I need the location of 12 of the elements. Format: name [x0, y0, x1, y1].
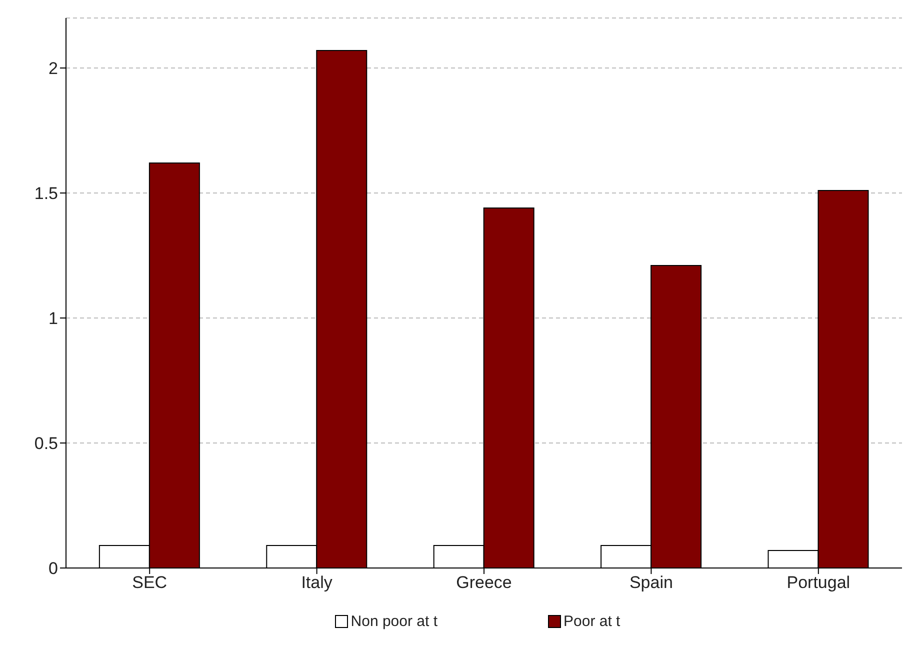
y-tick-label: 1.5 [34, 184, 58, 204]
y-tick-label: 2 [48, 59, 58, 78]
y-tick-label: 0 [48, 559, 58, 578]
x-tick-label: Spain [629, 573, 673, 592]
legend-label: Poor at t [564, 613, 620, 630]
x-tick-label: Greece [456, 573, 512, 592]
legend-label: Non poor at t [350, 613, 438, 630]
y-tick-label: 1 [48, 309, 58, 328]
x-tick-label: SEC [132, 573, 168, 592]
x-tick-label: Portugal [786, 573, 850, 592]
y-tick-label: 0.5 [34, 434, 58, 454]
x-tick-label: Italy [301, 573, 333, 592]
